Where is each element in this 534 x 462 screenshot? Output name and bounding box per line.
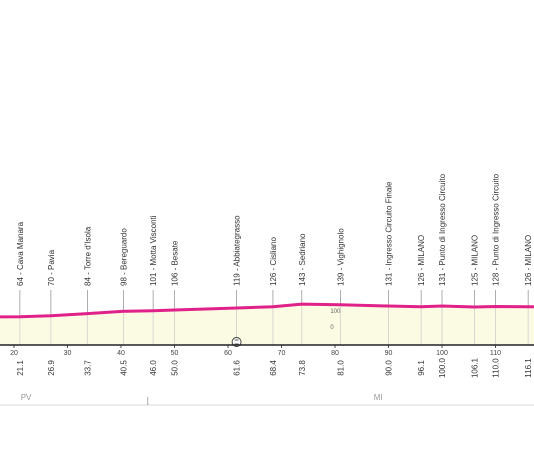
x-axis-tick-label: 100 xyxy=(436,350,448,357)
x-axis-tick-label: 60 xyxy=(224,350,232,357)
km-label: 96.1 xyxy=(417,360,426,376)
location-label: 101 - Motta Visconti xyxy=(149,215,158,286)
km-label: 21.1 xyxy=(16,360,25,376)
profile-area xyxy=(0,304,534,345)
km-label: 40.5 xyxy=(120,360,129,376)
km-label: 68.4 xyxy=(269,360,278,376)
x-axis-layer: 20 30 40 50 60 70 80 90 100 110 xyxy=(0,344,534,357)
location-label: 64 - Cava Manara xyxy=(16,221,25,286)
province-label: PV xyxy=(21,393,32,402)
location-label: 143 - Sedriano xyxy=(298,233,307,286)
province-layer: PV MI xyxy=(0,393,534,406)
x-axis-tick-label: 90 xyxy=(385,350,393,357)
x-axis-tick-label: 50 xyxy=(171,350,179,357)
elevation-tick-label: 0 xyxy=(330,325,334,331)
location-label: 84 - Torre d'Isola xyxy=(83,226,92,286)
location-label: 98 - Bereguardo xyxy=(120,228,129,286)
km-label: 90.0 xyxy=(385,360,394,376)
km-label: 106.1 xyxy=(471,357,480,378)
location-label: 128 - Punto di Ingresso Circuito xyxy=(492,173,501,286)
location-layer: 64 - Cava Manara 21.1 70 - Pavia 26.9 84 - T… xyxy=(16,173,533,378)
km-label: 61.6 xyxy=(233,360,242,376)
gridline-layer: 100 0 xyxy=(19,304,529,345)
province-label: MI xyxy=(374,393,383,402)
km-label: 116.1 xyxy=(524,358,533,378)
location-label: 131 - Ingresso Circuito Finale xyxy=(385,181,394,286)
location-label: 126 - MILANO xyxy=(524,235,533,286)
km-label: 110.0 xyxy=(492,358,501,378)
x-axis-tick-label: 70 xyxy=(278,350,286,357)
km-label: 100.0 xyxy=(438,357,447,378)
km-label: 73.8 xyxy=(298,360,307,376)
km-label: 46.0 xyxy=(149,360,158,376)
km-label: 81.0 xyxy=(336,360,345,376)
location-label: 119 - Abbiategrasso xyxy=(233,215,242,286)
elevation-tick-label: 100 xyxy=(330,309,341,315)
location-label: 126 - Cisliano xyxy=(269,237,278,286)
km-label: 33.7 xyxy=(83,360,92,376)
km-label: 50.0 xyxy=(171,360,180,376)
x-axis-tick-label: 40 xyxy=(117,350,125,357)
x-axis-tick-label: 20 xyxy=(10,350,18,357)
location-label: 70 - Pavia xyxy=(47,249,56,286)
location-label: 139 - Vighignolo xyxy=(336,228,345,286)
x-axis-tick-label: 110 xyxy=(490,350,501,357)
profile-line-layer xyxy=(0,302,534,319)
location-label: 126 - MILANO xyxy=(417,235,426,286)
x-axis-tick-label: 30 xyxy=(64,350,72,357)
km-label: 26.9 xyxy=(47,360,56,376)
profile-area-layer xyxy=(0,304,534,345)
elevation-profile-line xyxy=(0,302,534,319)
x-axis-tick-label: 80 xyxy=(331,350,339,357)
location-label: 125 - MILANO xyxy=(471,235,480,286)
location-label: 106 - Besate xyxy=(171,240,180,286)
location-label: 131 - Punto di Ingresso Circuito xyxy=(438,173,447,286)
